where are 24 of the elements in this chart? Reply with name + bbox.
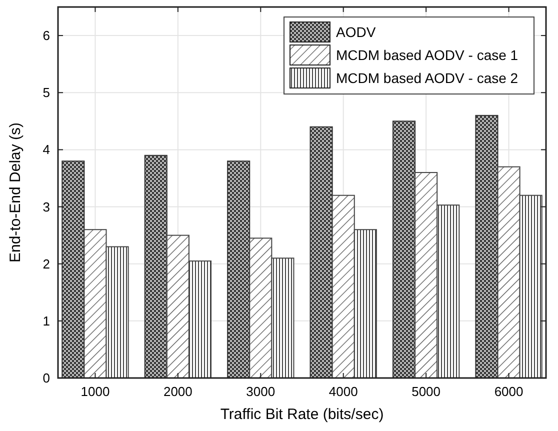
bar <box>475 114 498 378</box>
x-tick-label: 4000 <box>328 384 358 399</box>
x-tick-label: 1000 <box>80 384 110 399</box>
bar <box>144 154 168 378</box>
y-tick-label: 5 <box>42 85 50 100</box>
bar <box>310 126 333 378</box>
y-tick-label: 2 <box>42 256 50 272</box>
bar <box>62 160 85 378</box>
y-tick-label: 6 <box>42 28 50 44</box>
x-tick-label: 2000 <box>163 384 192 399</box>
x-tick-label: 3000 <box>246 384 276 399</box>
x-tick-label: 6000 <box>494 384 524 399</box>
y-tick-label: 1 <box>42 313 50 328</box>
x-tick-label: 5000 <box>412 384 441 399</box>
legend-label: MCDM based AODV - case 1 <box>336 46 518 63</box>
x-axis-title: Traffic Bit Rate (bits/sec) <box>220 406 384 423</box>
bar <box>392 120 416 378</box>
y-tick-label: 4 <box>42 142 50 158</box>
legend-label: MCDM based AODV - case 2 <box>336 70 518 86</box>
y-tick-label: 3 <box>42 199 50 214</box>
y-tick-label: 0 <box>42 370 50 386</box>
legend-label: AODV <box>336 24 376 40</box>
y-axis-title: End-to-End Delay (s) <box>7 122 24 263</box>
bar <box>227 160 250 378</box>
